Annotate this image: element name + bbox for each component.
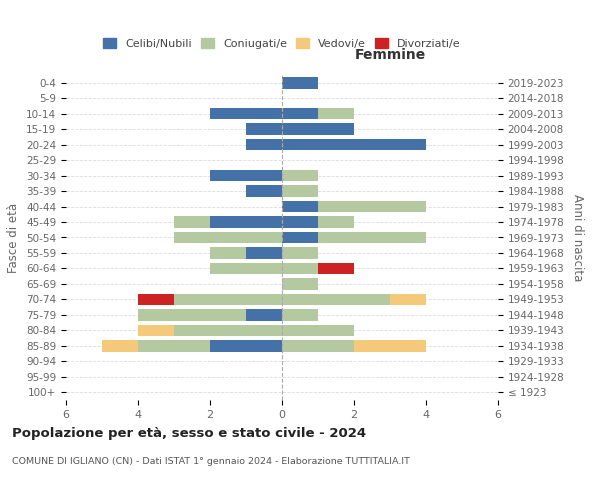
Bar [138, 324, 174, 336]
Bar [318, 262, 354, 274]
Bar [318, 108, 354, 120]
Bar [282, 108, 318, 120]
Bar [210, 170, 282, 181]
Text: Popolazione per età, sesso e stato civile - 2024: Popolazione per età, sesso e stato civil… [12, 428, 366, 440]
Bar [318, 216, 354, 228]
Bar [282, 124, 354, 135]
Bar [282, 262, 318, 274]
Bar [246, 139, 282, 150]
Bar [282, 232, 318, 243]
Y-axis label: Fasce di età: Fasce di età [7, 202, 20, 272]
Bar [138, 309, 246, 320]
Text: COMUNE DI IGLIANO (CN) - Dati ISTAT 1° gennaio 2024 - Elaborazione TUTTITALIA.IT: COMUNE DI IGLIANO (CN) - Dati ISTAT 1° g… [12, 458, 410, 466]
Bar [354, 340, 426, 351]
Bar [282, 139, 426, 150]
Bar [282, 170, 318, 181]
Bar [318, 200, 426, 212]
Bar [246, 124, 282, 135]
Bar [282, 294, 390, 305]
Bar [318, 232, 426, 243]
Text: Femmine: Femmine [355, 48, 425, 62]
Bar [138, 294, 174, 305]
Y-axis label: Anni di nascita: Anni di nascita [571, 194, 584, 281]
Legend: Celibi/Nubili, Coniugati/e, Vedovi/e, Divorziati/e: Celibi/Nubili, Coniugati/e, Vedovi/e, Di… [100, 35, 464, 52]
Bar [282, 247, 318, 259]
Bar [102, 340, 138, 351]
Bar [282, 309, 318, 320]
Bar [174, 232, 282, 243]
Bar [282, 216, 318, 228]
Bar [390, 294, 426, 305]
Bar [210, 262, 282, 274]
Bar [246, 309, 282, 320]
Bar [138, 340, 210, 351]
Bar [174, 324, 282, 336]
Bar [210, 216, 282, 228]
Bar [282, 186, 318, 197]
Bar [174, 216, 210, 228]
Bar [246, 247, 282, 259]
Bar [210, 340, 282, 351]
Bar [282, 77, 318, 88]
Bar [282, 200, 318, 212]
Bar [282, 324, 354, 336]
Bar [282, 340, 354, 351]
Bar [174, 294, 282, 305]
Bar [282, 278, 318, 289]
Bar [210, 108, 282, 120]
Bar [246, 186, 282, 197]
Bar [210, 247, 246, 259]
